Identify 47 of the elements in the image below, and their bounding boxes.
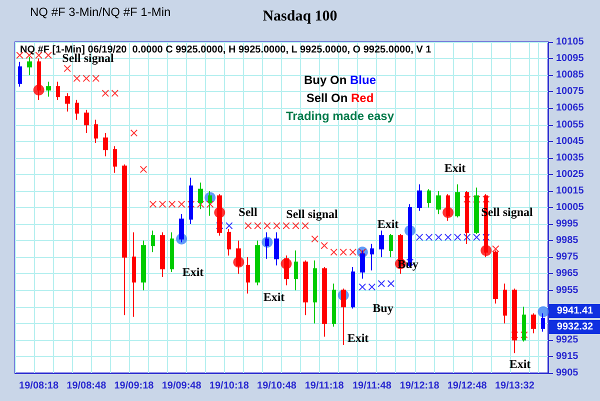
x-tick-label: 19/10:18 — [209, 380, 250, 392]
y-tick-label: 10065 — [556, 102, 584, 114]
y-tick-label: 10035 — [556, 152, 584, 164]
text: 9941.41 — [556, 306, 594, 316]
x-tick-label: 19/08:48 — [66, 380, 107, 392]
annotation: Buy — [398, 257, 418, 271]
y-tick-label: 10045 — [556, 136, 584, 147]
x-tick-label: 19/10:48 — [257, 380, 297, 392]
y-tick-label: 9905 — [556, 368, 579, 378]
annotation: Sell signal — [286, 207, 338, 221]
y-tick-label: 10105 — [556, 36, 584, 48]
x-tick-label: 19/13:32 — [494, 380, 535, 392]
annotation: Exit — [347, 331, 369, 345]
y-tick-label: 9925 — [556, 334, 579, 346]
y-tick-label: 10025 — [556, 168, 584, 180]
x-tick-label: 19/11:18 — [304, 380, 344, 392]
annotation: Sell On Red — [306, 91, 374, 105]
y-tick-label: 9995 — [556, 218, 579, 230]
y-tick-label: 9965 — [556, 268, 579, 280]
y-tick-label: 9985 — [556, 235, 579, 246]
annotation: Exit — [263, 290, 285, 304]
y-tick-label: 10095 — [556, 53, 584, 64]
x-tick-label: 19/09:18 — [114, 380, 154, 392]
annotation: Exit — [509, 357, 531, 371]
x-tick-label: 19/11:48 — [352, 380, 392, 392]
annotation: Trading made easy — [286, 109, 394, 123]
y-tick-label: 9975 — [556, 252, 579, 263]
y-tick-label: 10005 — [556, 202, 584, 213]
y-tick-label: 10015 — [556, 185, 584, 196]
x-tick-label: 19/12:48 — [447, 380, 488, 392]
y-tick-label: 9955 — [556, 284, 579, 296]
annotation: Exit — [444, 161, 466, 175]
text: 9932.32 — [556, 322, 594, 332]
y-tick-label: 9915 — [556, 350, 579, 362]
y-tick-label: 10085 — [556, 70, 584, 81]
y-tick-label: 10075 — [556, 86, 584, 98]
x-tick-label: 19/09:48 — [162, 380, 202, 392]
annotation: Buy — [372, 301, 394, 315]
y-tick-label: 10055 — [556, 119, 584, 130]
annotation: Exit — [377, 217, 399, 231]
annotation: Exit — [182, 265, 204, 279]
text: NQ #F 3-Min/NQ #F 1-Min — [30, 5, 171, 19]
x-tick-label: 19/12:18 — [400, 380, 440, 392]
annotation: Buy On Blue — [304, 73, 376, 87]
chart-title: Nasdaq 100 — [262, 8, 338, 24]
x-tick-label: 19/08:18 — [19, 380, 59, 392]
annotation: Sell — [238, 205, 258, 219]
